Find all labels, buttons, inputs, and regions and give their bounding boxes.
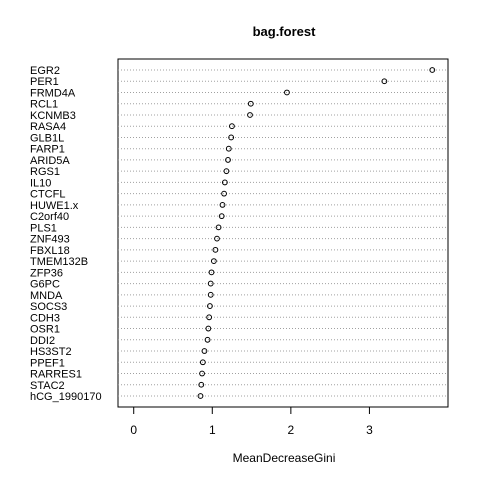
data-point: [218, 213, 225, 220]
variable-label: ZNF493: [30, 234, 70, 246]
plot-frame: [117, 58, 449, 408]
variable-label: HUWE1.x: [30, 200, 79, 212]
variable-label: CTCFL: [30, 189, 65, 201]
variable-label: IL10: [30, 177, 51, 189]
variable-label: RGS1: [30, 166, 60, 178]
variable-label: HS3ST2: [30, 346, 72, 358]
data-point: [207, 280, 214, 287]
data-point: [210, 258, 217, 265]
data-point: [223, 168, 230, 175]
variable-label: TMEM132B: [30, 256, 88, 268]
variable-label: RASA4: [30, 121, 66, 133]
variable-label: FRMD4A: [30, 87, 76, 99]
variable-label: hCG_1990170: [30, 391, 102, 403]
variable-label: G6PC: [30, 279, 60, 291]
data-point: [208, 269, 215, 276]
x-tick-label: 2: [288, 423, 295, 437]
variable-label: FARP1: [30, 144, 65, 156]
variable-label: PPEF1: [30, 357, 65, 369]
x-tick-label: 3: [366, 423, 373, 437]
data-point: [221, 179, 228, 186]
variable-label: DDI2: [30, 335, 55, 347]
variable-label: ZFP36: [30, 267, 63, 279]
x-tick-label: 0: [130, 423, 137, 437]
variable-label: ARID5A: [30, 155, 70, 167]
data-point: [204, 336, 211, 343]
data-point: [214, 235, 220, 242]
variable-label: MNDA: [30, 290, 63, 302]
data-point: [212, 246, 219, 253]
x-tick-label: 1: [209, 423, 216, 437]
variable-label: SOCS3: [30, 301, 67, 313]
data-point: [247, 100, 254, 107]
variable-label: C2orf40: [30, 211, 69, 223]
data-point: [199, 370, 205, 377]
data-points: [197, 67, 436, 399]
data-point: [207, 291, 214, 298]
data-point: [247, 112, 253, 118]
variable-labels: EGR2PER1FRMD4ARCL1KCNMB3RASA4GLB1LFARP1A…: [30, 65, 102, 403]
x-axis-title: MeanDecreaseGini: [233, 451, 336, 465]
variable-label: RARRES1: [30, 369, 82, 381]
variable-label: CDH3: [30, 312, 60, 324]
variable-label: OSR1: [30, 324, 60, 336]
data-point: [205, 325, 212, 332]
variable-label: PER1: [30, 76, 59, 88]
guide-lines: [118, 69, 448, 397]
chart-title: bag.forest: [253, 24, 317, 39]
data-point: [197, 393, 204, 399]
data-point: [201, 348, 208, 354]
x-axis: 0 1 2 3: [130, 406, 373, 437]
variable-label: GLB1L: [30, 132, 64, 144]
data-point: [229, 123, 235, 130]
variable-label: STAC2: [30, 380, 65, 392]
data-point: [381, 78, 388, 85]
data-point: [199, 359, 206, 366]
variable-label: PLS1: [30, 222, 57, 234]
data-point: [221, 190, 227, 197]
data-point: [225, 157, 231, 163]
data-point: [215, 224, 222, 231]
variable-label: KCNMB3: [30, 110, 76, 122]
variable-label: FBXL18: [30, 245, 70, 257]
data-point: [284, 89, 290, 96]
variable-label: RCL1: [30, 99, 58, 111]
data-point: [207, 303, 213, 309]
data-point: [198, 381, 205, 388]
variable-label: EGR2: [30, 65, 60, 77]
data-point: [228, 134, 235, 141]
data-point: [225, 145, 232, 152]
data-point: [429, 67, 436, 73]
data-point: [219, 201, 226, 208]
data-point: [206, 314, 213, 321]
